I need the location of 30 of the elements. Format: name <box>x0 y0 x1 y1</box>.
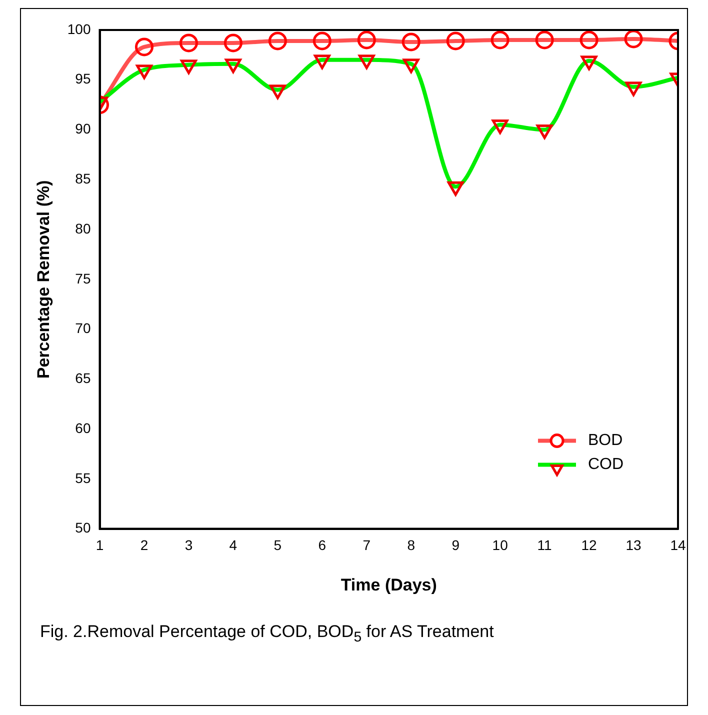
legend-label: BOD <box>588 432 623 450</box>
x-tick-label: 10 <box>492 537 508 554</box>
x-tick-label: 6 <box>318 537 326 554</box>
y-tick-label: 90 <box>75 120 91 137</box>
y-tick-label: 70 <box>75 320 91 336</box>
y-tick-label: 95 <box>75 70 91 87</box>
x-tick-label: 1 <box>96 537 104 554</box>
x-tick-label: 9 <box>452 537 460 554</box>
y-tick-label: 65 <box>75 370 91 386</box>
y-tick-label: 60 <box>75 420 91 436</box>
x-tick-label: 13 <box>626 537 642 554</box>
x-tick-label: 5 <box>274 537 282 554</box>
y-tick-label: 55 <box>75 470 91 486</box>
y-axis-title: Percentage Removal (%) <box>34 180 53 379</box>
x-tick-label: 12 <box>581 537 598 554</box>
x-tick-label: 7 <box>362 537 371 554</box>
y-tick-label: 100 <box>67 20 91 37</box>
legend-label: COD <box>588 456 624 474</box>
y-tick-label: 50 <box>75 520 91 536</box>
caption: Fig. 2.Removal Percentage of COD, BOD$_{5}$ for AS Treatment <box>40 622 494 646</box>
x-tick-label: 14 <box>670 537 686 554</box>
y-tick-label: 80 <box>75 220 91 236</box>
x-tick-label: 3 <box>184 537 193 554</box>
y-tick-label: 75 <box>75 270 91 286</box>
y-tick-label: 85 <box>75 170 91 186</box>
x-tick-label: 4 <box>229 537 238 554</box>
x-tick-label: 11 <box>537 537 552 554</box>
x-axis-title: Time (Days) <box>340 575 437 594</box>
x-tick-label: 2 <box>140 537 148 554</box>
x-tick-label: 8 <box>407 537 416 554</box>
